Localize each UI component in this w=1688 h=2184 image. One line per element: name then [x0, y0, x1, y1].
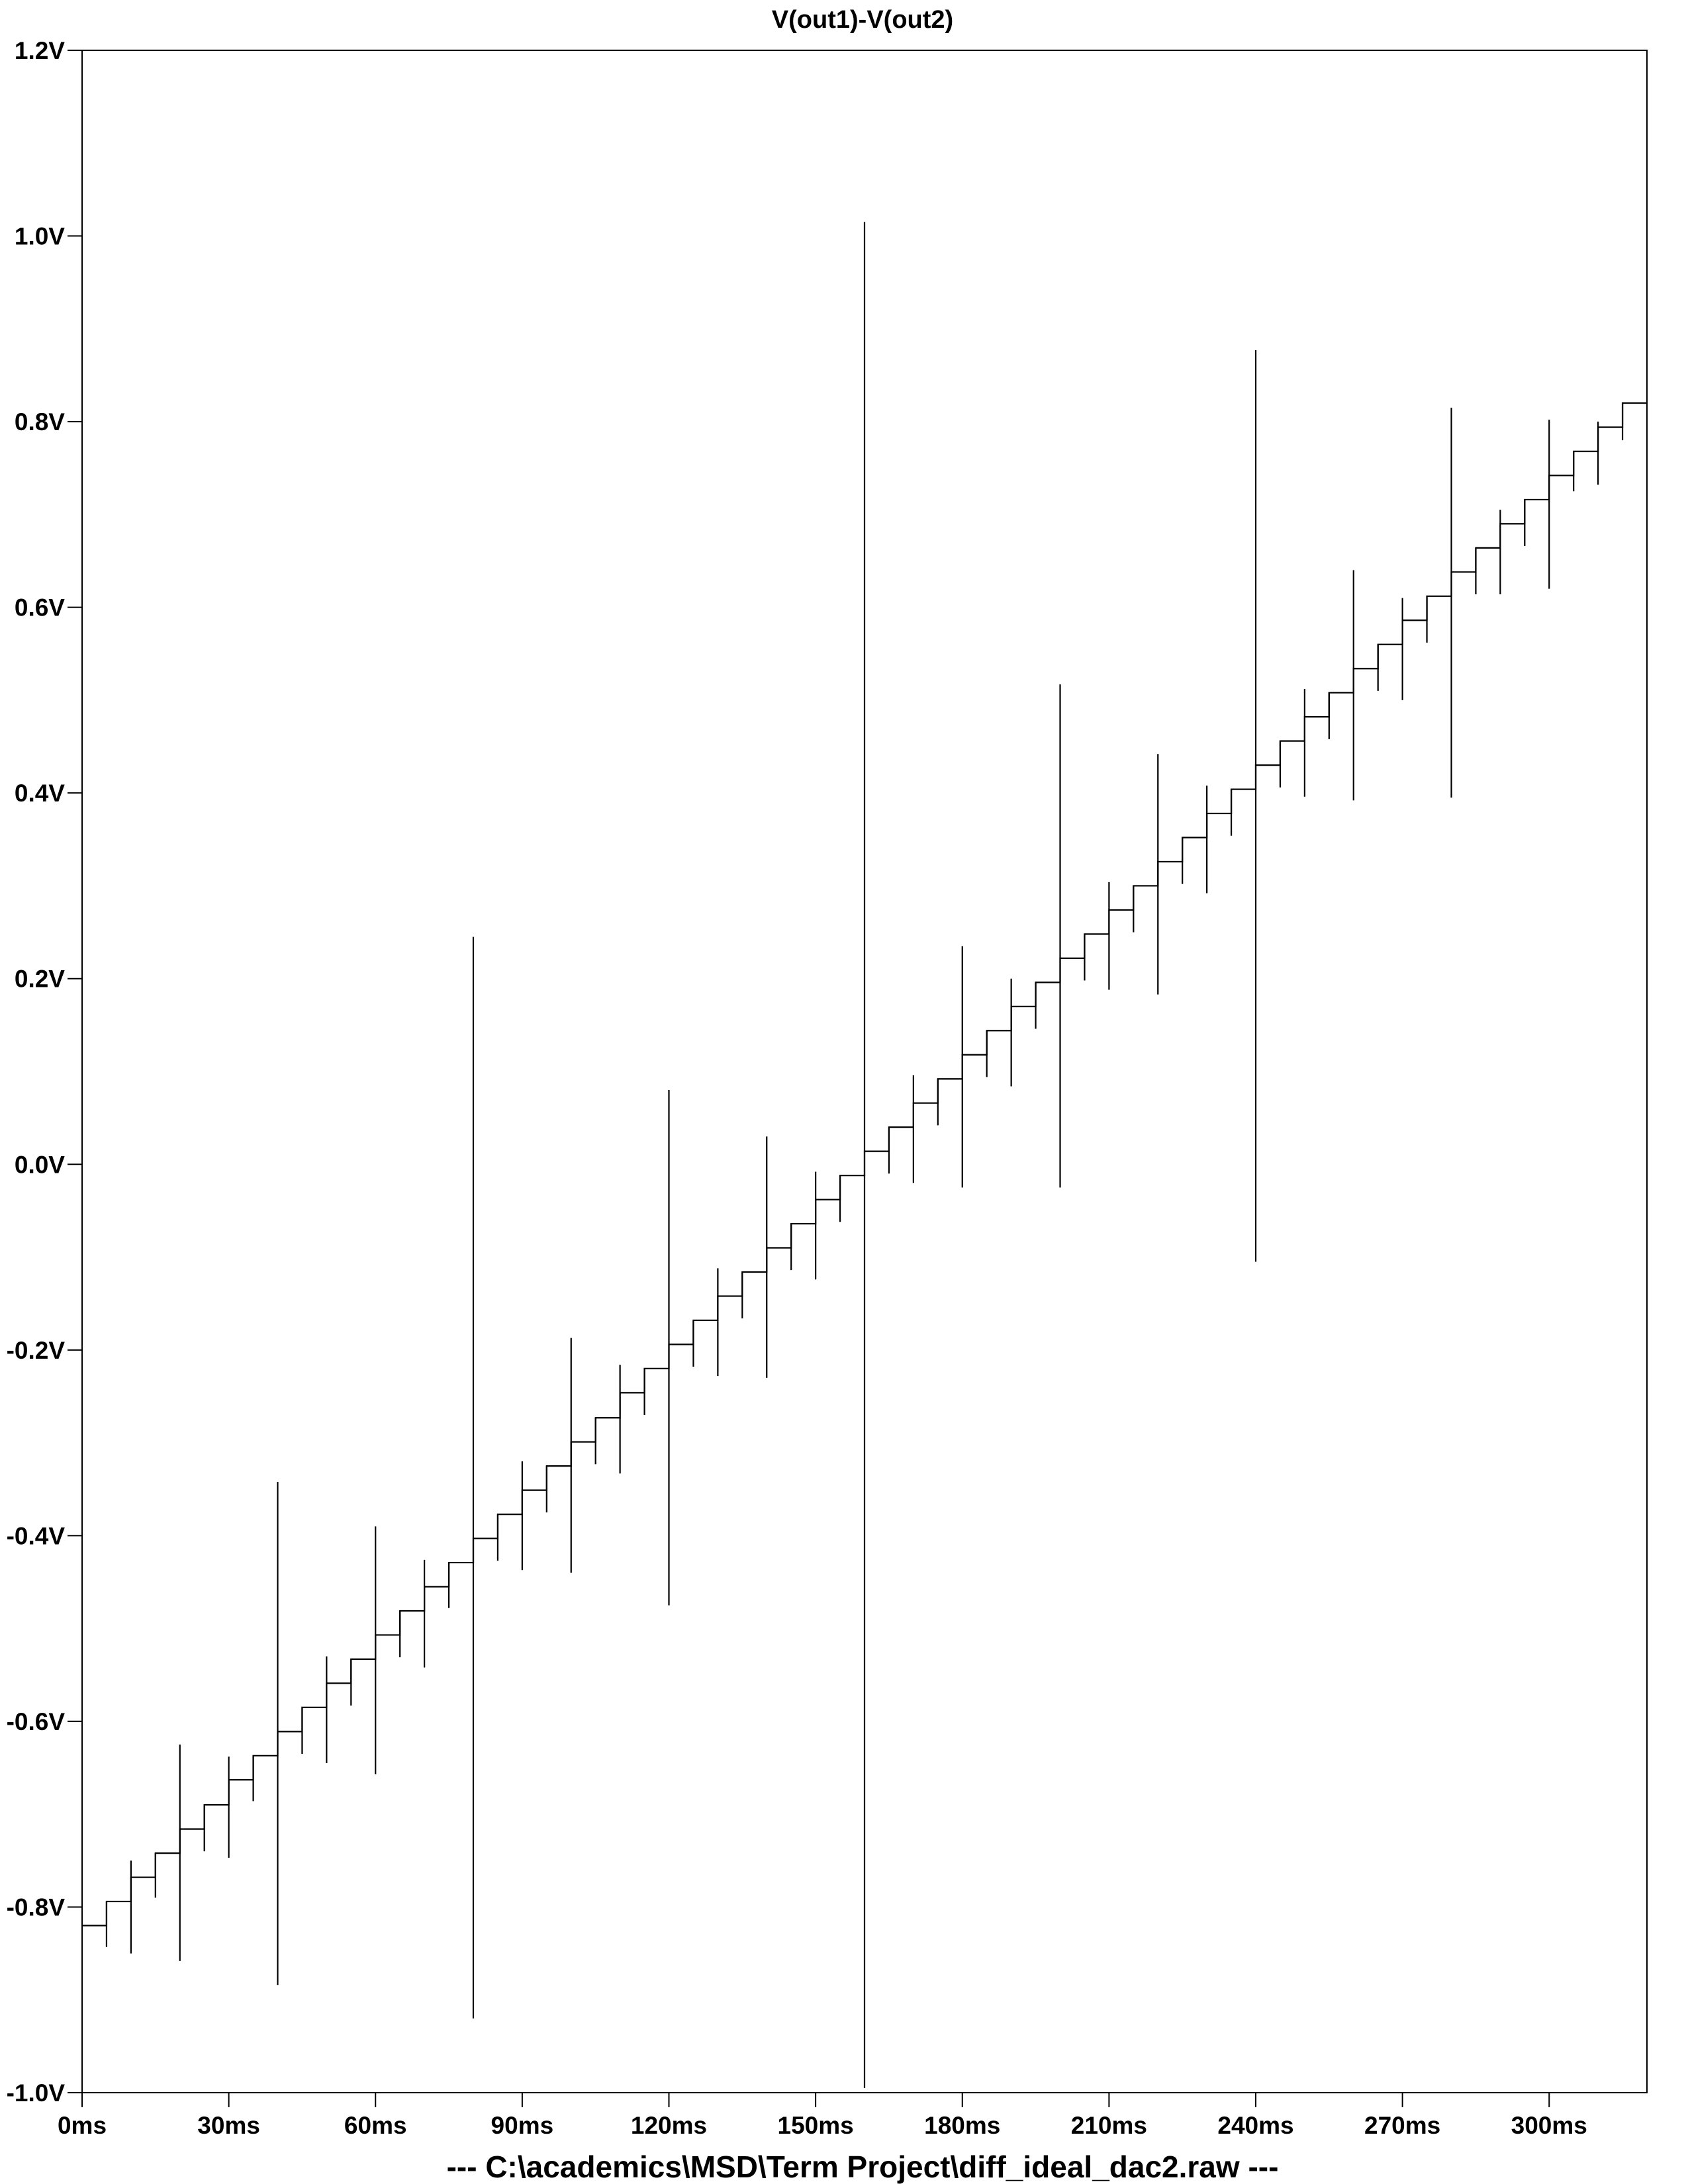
y-tick-label: -0.6V [7, 1708, 66, 1735]
x-tick-label: 270ms [1364, 2112, 1440, 2139]
y-tick-label: 0.0V [15, 1151, 65, 1178]
chart-title: V(out1)-V(out2) [772, 6, 953, 34]
x-axis-ticks [81, 2093, 1550, 2107]
x-axis-tick-labels: 0ms 30ms 60ms 90ms 120ms 150ms 180ms 210ms 240ms… [58, 2112, 1587, 2139]
y-tick-label: -1.0V [7, 2079, 66, 2107]
y-tick-label: 0.8V [15, 408, 65, 435]
x-tick-label: 300ms [1511, 2112, 1587, 2139]
x-tick-label: 30ms [197, 2112, 260, 2139]
y-tick-label: 1.2V [15, 37, 65, 64]
x-tick-label: 180ms [924, 2112, 1000, 2139]
x-tick-label: 90ms [491, 2112, 554, 2139]
series-v-out1-minus-v-out2 [82, 222, 1647, 2088]
y-tick-label: -0.4V [7, 1522, 66, 1549]
y-tick-label: 0.2V [15, 966, 65, 993]
x-tick-label: 60ms [344, 2112, 407, 2139]
x-tick-label: 240ms [1217, 2112, 1293, 2139]
transition-spikes [105, 222, 1624, 2088]
x-tick-label: 120ms [631, 2112, 707, 2139]
plot-frame [81, 50, 1648, 2093]
chart-footer-filename: --- C:\academics\MSD\Term Project\diff_i… [447, 2150, 1279, 2184]
x-tick-label: 0ms [58, 2112, 107, 2139]
y-tick-label: 0.4V [15, 780, 65, 807]
x-tick-label: 210ms [1071, 2112, 1147, 2139]
y-tick-label: 1.0V [15, 223, 65, 250]
y-tick-label: 0.6V [15, 594, 65, 621]
y-tick-label: -0.2V [7, 1337, 66, 1364]
y-axis-ticks [68, 50, 82, 2093]
x-tick-label: 150ms [778, 2112, 854, 2139]
y-axis-tick-labels: 1.2V 1.0V 0.8V 0.6V 0.4V 0.2V 0.0V -0.2V -0.4V -0… [7, 37, 66, 2107]
y-tick-label: -0.8V [7, 1893, 66, 1921]
